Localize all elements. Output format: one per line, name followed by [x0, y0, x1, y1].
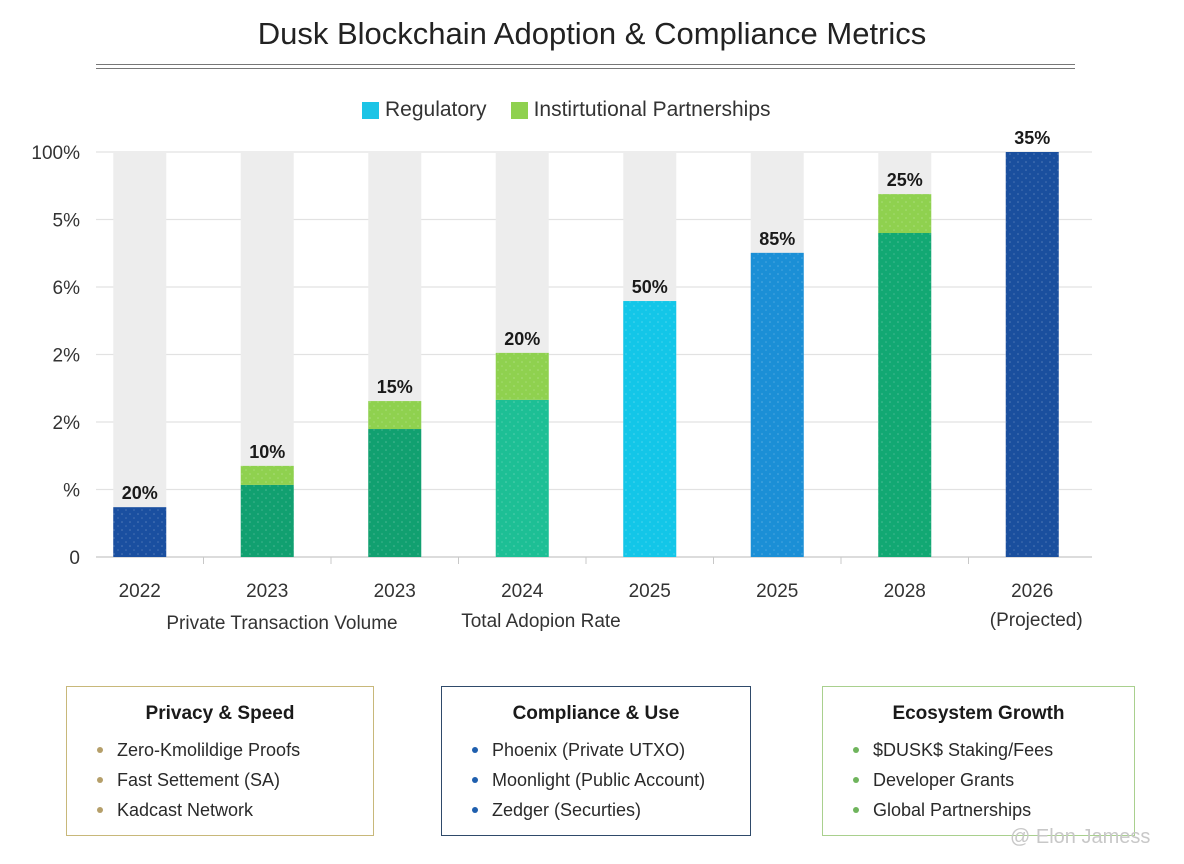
title-rule-top	[96, 64, 1075, 65]
box-title: Ecosystem Growth	[892, 703, 1065, 724]
box-title: Compliance & Use	[512, 703, 680, 724]
box-list-item: $DUSK$ Staking/Fees	[853, 735, 1134, 765]
box-item-text: Zero-Kmolildige Proofs	[117, 739, 301, 760]
box-item-text: Fast Settement (SA)	[117, 769, 281, 790]
legend-swatch-institutional	[510, 101, 528, 119]
data-label: 85%	[759, 229, 795, 249]
y-tick-label: 6%	[53, 278, 81, 299]
box-list-item: Zero-Kmolildige Proofs	[97, 735, 373, 765]
data-label: 10%	[249, 442, 285, 462]
legend: Regulatory Instirtutional Partnerships	[362, 98, 795, 122]
box-compliance-use: Compliance & Use Phoenix (Private UTXO) Mo…	[441, 686, 751, 836]
box-list-item: Zedger (Securties)	[472, 795, 750, 825]
axis-caption-private-volume: Private Transaction Volume	[166, 613, 397, 634]
bullet-icon	[97, 777, 103, 783]
x-tick-label: 2024	[501, 581, 544, 602]
box-item-text: Developer Grants	[873, 769, 1015, 790]
x-tick-label: 2022	[119, 581, 161, 602]
x-tick-label: 2028	[884, 581, 926, 602]
legend-item-institutional: Instirtutional Partnerships	[510, 98, 771, 122]
data-label: 25%	[887, 170, 923, 190]
y-tick-label: %	[63, 481, 80, 502]
bullet-icon	[853, 747, 859, 753]
bar-texture	[623, 301, 677, 557]
bullet-icon	[853, 777, 859, 783]
bullet-icon	[472, 747, 478, 753]
data-label: 35%	[1014, 128, 1050, 148]
box-list: Zero-Kmolildige Proofs Fast Settement (SA…	[67, 735, 373, 825]
box-list-item: Phoenix (Private UTXO)	[472, 735, 750, 765]
box-item-text: $DUSK$ Staking/Fees	[873, 739, 1054, 760]
box-list-item: Moonlight (Public Account)	[472, 765, 750, 795]
bullet-icon	[853, 807, 859, 813]
box-item-text: Moonlight (Public Account)	[492, 769, 706, 790]
bar-texture	[368, 429, 422, 557]
y-tick-label: 2%	[53, 413, 81, 434]
box-title: Privacy & Speed	[145, 703, 295, 724]
x-tick-label: 2023	[246, 581, 288, 602]
box-ecosystem-growth: Ecosystem Growth $DUSK$ Staking/Fees Devel…	[822, 686, 1135, 836]
box-list-item: Global Partnerships	[853, 795, 1134, 825]
box-list-item: Fast Settement (SA)	[97, 765, 373, 795]
box-list: $DUSK$ Staking/Fees Developer Grants Globa…	[823, 735, 1134, 825]
bar-texture	[750, 252, 804, 557]
bar-texture	[495, 399, 549, 557]
y-tick-label: 0	[69, 548, 80, 569]
box-item-text: Phoenix (Private UTXO)	[492, 739, 686, 760]
bar-texture	[495, 352, 549, 400]
legend-label-regulatory: Regulatory	[385, 98, 487, 121]
y-tick-label: 100%	[31, 143, 80, 164]
bar-texture	[240, 484, 294, 557]
box-item-text: Global Partnerships	[873, 799, 1032, 820]
x-sublabel: (Projected)	[990, 610, 1083, 631]
legend-item-regulatory: Regulatory	[362, 98, 487, 122]
axis-caption-adoption-rate: Total Adopion Rate	[461, 611, 621, 632]
bullet-icon	[472, 777, 478, 783]
bar-texture	[878, 194, 932, 233]
watermark: @ Elon Jamess	[1010, 826, 1151, 848]
data-label: 20%	[122, 483, 158, 503]
data-label: 20%	[504, 329, 540, 349]
title-rule-bottom	[96, 68, 1075, 69]
y-tick-label: 2%	[53, 346, 81, 367]
legend-swatch-regulatory	[362, 101, 379, 119]
data-label: 15%	[377, 377, 413, 397]
bar-texture	[368, 401, 422, 430]
x-tick-label: 2025	[756, 581, 798, 602]
bullet-icon	[97, 807, 103, 813]
x-tick-label: 2023	[374, 581, 416, 602]
legend-label-institutional: Instirtutional Partnerships	[533, 98, 771, 121]
y-tick-label: 5%	[53, 211, 81, 232]
chart-title: Dusk Blockchain Adoption & Compliance Me…	[257, 16, 927, 51]
bullet-icon	[472, 807, 478, 813]
bar-chart: 0% 2% 2% 6% 5% 100% 20% 2022 10% 2023 15% 2023 20% 20…	[31, 128, 1092, 634]
bar-texture	[240, 465, 294, 485]
box-list-item: Developer Grants	[853, 765, 1134, 795]
bar-track	[113, 152, 167, 557]
bullet-icon	[97, 747, 103, 753]
bar-texture	[113, 507, 167, 557]
box-item-text: Kadcast Network	[117, 799, 254, 820]
box-list-item: Kadcast Network	[97, 795, 373, 825]
x-tick-label: 2025	[629, 581, 671, 602]
box-item-text: Zedger (Securties)	[492, 799, 642, 820]
box-privacy-speed: Privacy & Speed Zero-Kmolildige Proofs Fas…	[66, 686, 374, 836]
x-tick-label: 2026	[1011, 581, 1053, 602]
box-list: Phoenix (Private UTXO) Moonlight (Public …	[442, 735, 750, 825]
data-label: 50%	[632, 277, 668, 297]
bar-texture	[1005, 152, 1059, 557]
bar-texture	[878, 233, 932, 557]
